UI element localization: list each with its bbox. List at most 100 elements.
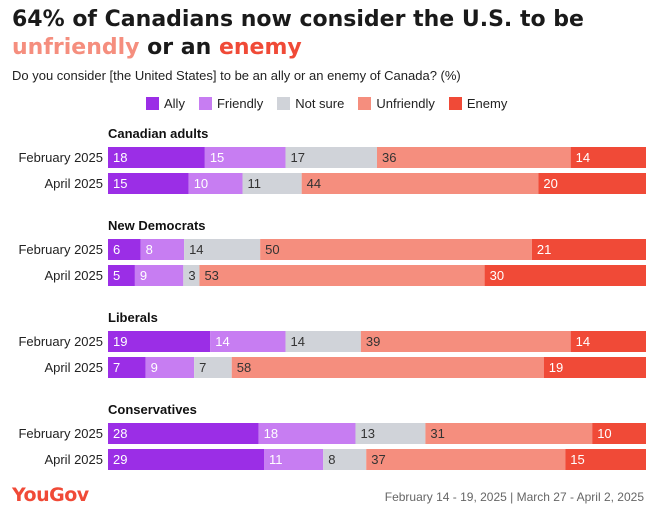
bar-segment [285,147,377,168]
bar-segment [301,173,539,194]
data-label: 14 [291,334,305,349]
bar-segment [285,331,361,352]
bar-segment [108,449,265,470]
bar-segment [366,449,566,470]
bar-segment [108,265,135,286]
bar-segment [425,423,593,444]
data-label: 36 [382,150,396,165]
survey-dates: February 14 - 19, 2025 | March 27 - Apri… [384,490,644,504]
data-label: 15 [570,452,584,467]
data-label: 8 [146,242,153,257]
legend-swatch-unfriendly [358,97,372,110]
bar-segment [538,173,646,194]
data-label: 19 [113,334,127,349]
data-label: 15 [113,176,127,191]
bar-segment [199,265,485,286]
bar-segment [134,265,184,286]
data-label: 15 [210,150,224,165]
row-label: February 2025 [18,334,103,349]
bar-segment [531,239,646,260]
bar-segment [108,239,141,260]
legend-item-ally: Ally [146,96,185,111]
bar-segment [570,147,646,168]
data-label: 3 [188,268,195,283]
legend-label-enemy: Enemy [466,96,508,111]
bar-segment [108,173,189,194]
bar-segment [264,449,324,470]
group-heading: New Democrats [108,218,206,233]
data-label: 30 [490,268,504,283]
bar-segment [592,423,646,444]
data-label: 10 [597,426,611,441]
data-label: 6 [113,242,120,257]
legend-swatch-not-sure [277,97,291,110]
legend-swatch-ally [146,97,159,110]
data-label: 21 [537,242,551,257]
bar-segment [145,357,195,378]
data-label: 7 [113,360,120,375]
bar-segment [355,423,426,444]
bar-segment [242,173,302,194]
bar-segment [543,357,646,378]
data-label: 19 [549,360,563,375]
bar-segment [210,331,286,352]
bar-segment [260,239,532,260]
data-label: 14 [576,334,590,349]
title-connector: or an [139,35,219,60]
bar-segment [108,147,205,168]
data-label: 9 [140,268,147,283]
data-label: 28 [113,426,127,441]
data-label: 37 [371,452,385,467]
title-highlight-enemy: enemy [218,35,302,60]
data-label: 14 [215,334,229,349]
bar-segment [360,331,571,352]
bar-segment [570,331,646,352]
data-label: 20 [543,176,557,191]
data-label: 10 [194,176,208,191]
data-label: 18 [113,150,127,165]
legend-item-enemy: Enemy [448,96,508,111]
row-label: April 2025 [44,176,103,191]
bar-segment [258,423,356,444]
data-label: 50 [265,242,279,257]
bar-segment [108,423,259,444]
bar-segment [323,449,367,470]
data-label: 39 [366,334,380,349]
group-heading: Conservatives [108,402,197,417]
legend-label-unfriendly: Unfriendly [376,96,435,111]
bar-segment [484,265,646,286]
data-label: 5 [113,268,120,283]
bar-segment [140,239,185,260]
legend-item-not-sure: Not sure [277,96,344,111]
data-label: 11 [269,452,283,467]
title-line1: 64% of Canadians now consider the U.S. t… [12,7,584,32]
bar-segment [194,357,232,378]
data-label: 11 [248,176,262,191]
legend-swatch-enemy [448,97,462,110]
chart-subtitle: Do you consider [the United States] to b… [12,68,461,83]
row-label: February 2025 [18,242,103,257]
bar-segment [204,147,286,168]
data-label: 14 [576,150,590,165]
bar-segment [565,449,646,470]
bar-segment [231,357,544,378]
data-label: 17 [291,150,305,165]
row-label: February 2025 [18,426,103,441]
row-label: April 2025 [44,452,103,467]
yougov-logo: YouGov [12,484,89,506]
legend-item-friendly: Friendly [198,96,263,111]
data-label: 9 [151,360,158,375]
chart-title: 64% of Canadians now consider the U.S. t… [12,6,584,62]
bar-segment [108,357,146,378]
legend-label-not-sure: Not sure [295,96,345,111]
bar-segment [108,331,211,352]
title-highlight-unfriendly: unfriendly [12,35,140,60]
data-label: 44 [307,176,321,191]
bar-segment [377,147,571,168]
data-label: 31 [430,426,444,441]
bar-segment [184,239,261,260]
bar-segment [188,173,243,194]
data-label: 53 [204,268,218,283]
legend-swatch-friendly [198,97,212,110]
